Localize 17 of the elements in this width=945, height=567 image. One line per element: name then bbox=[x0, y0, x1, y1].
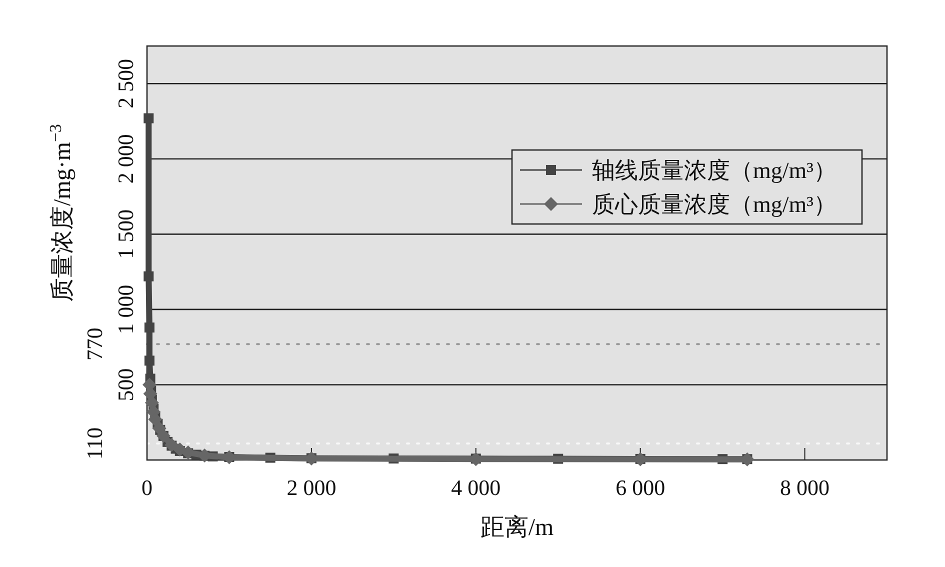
ref-line-label: 110 bbox=[82, 427, 107, 460]
x-axis-title: 距离/m bbox=[480, 514, 554, 541]
x-tick-label: 0 bbox=[142, 475, 152, 500]
x-tick-label: 2 000 bbox=[286, 475, 336, 500]
ref-line-label: 770 bbox=[82, 328, 107, 361]
point bbox=[164, 438, 179, 452]
x-tick-label: 6 000 bbox=[616, 475, 666, 500]
legend-label: 质心质量浓度（mg/m³） bbox=[592, 192, 837, 217]
y-tick-label: 500 bbox=[113, 368, 138, 402]
legend-label: 轴线质量浓度（mg/m³） bbox=[592, 158, 837, 183]
y-tick-label: 1 000 bbox=[113, 284, 138, 334]
y-tick-label: 2 000 bbox=[113, 134, 138, 184]
y-tick-label: 2 500 bbox=[113, 58, 138, 108]
x-tick-label: 4 000 bbox=[451, 475, 501, 500]
y-tick-label: 1 500 bbox=[113, 209, 138, 259]
x-tick-label: 8 000 bbox=[780, 475, 830, 500]
point bbox=[144, 113, 154, 124]
